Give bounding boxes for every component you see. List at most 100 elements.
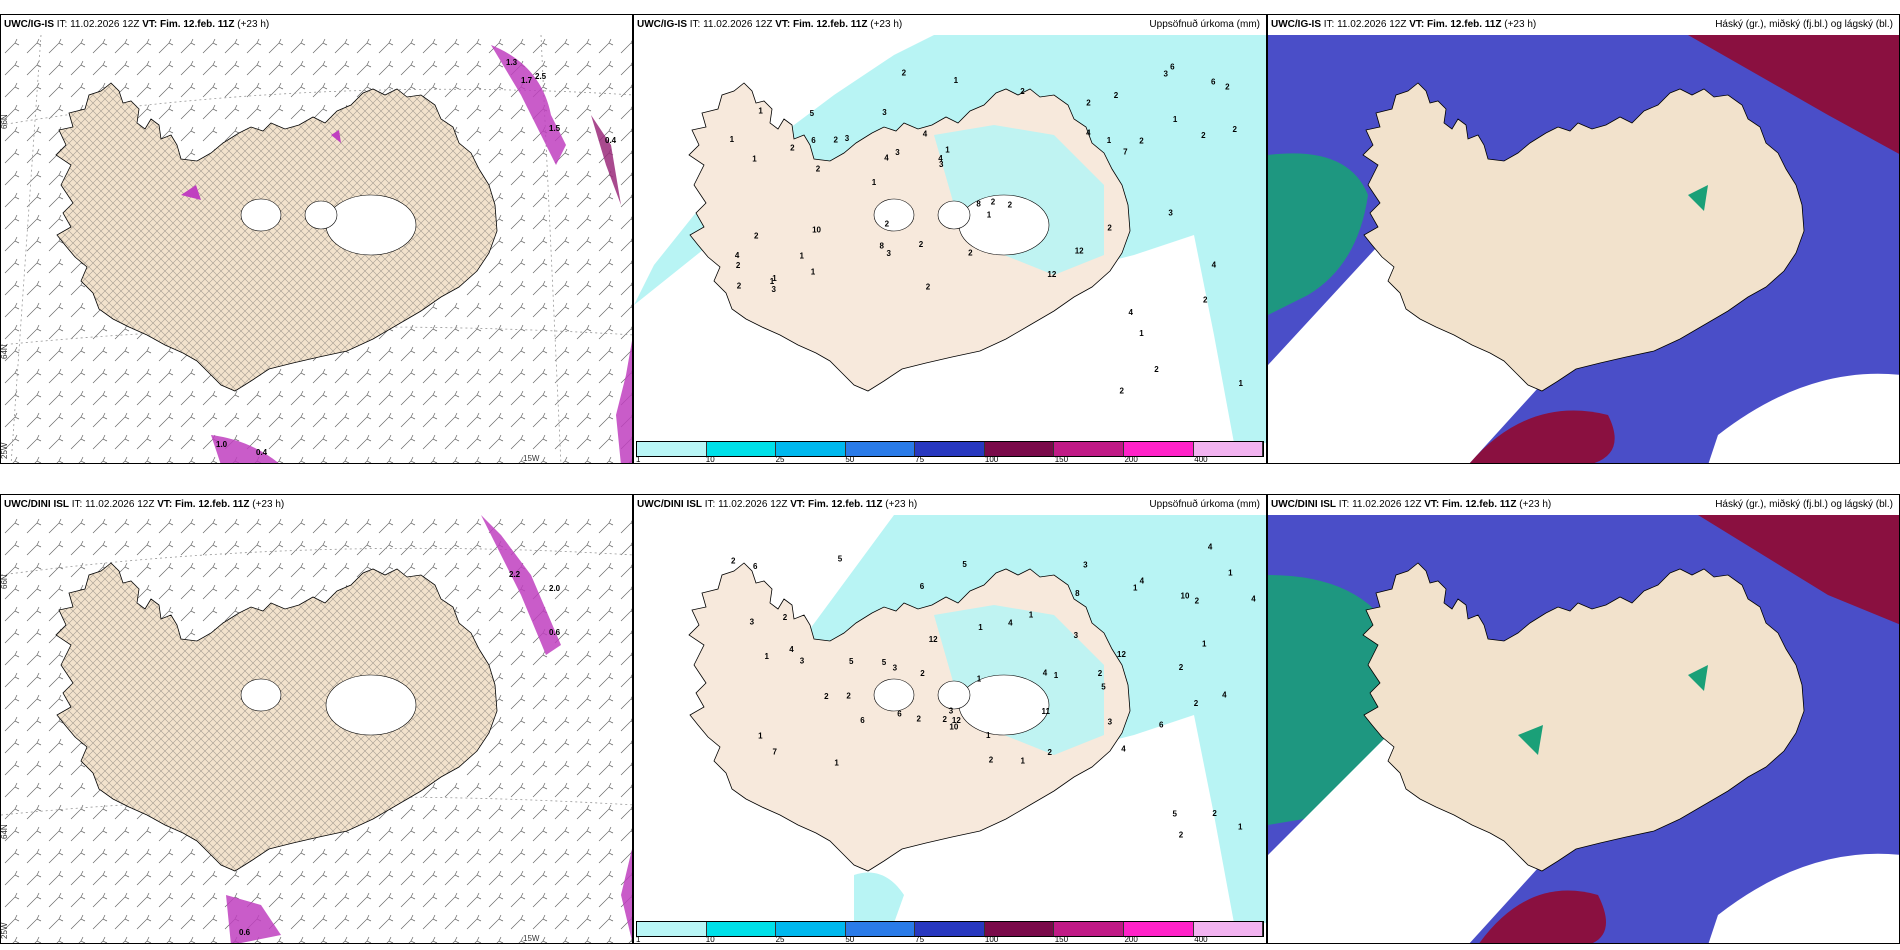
panel-header: UWC/IG-IS IT: 11.02.2026 12Z VT: Fim. 12…: [1, 15, 632, 35]
precip-value-label: 4: [884, 154, 889, 163]
precip-value-label: 6: [811, 136, 816, 145]
legend-tick: 400: [1194, 455, 1208, 464]
lat-label-66n: 66N: [1, 114, 9, 129]
panel-header: UWC/DINI ISL IT: 11.02.2026 12Z VT: Fim.…: [4, 499, 285, 510]
precip-value-label: 2: [1233, 125, 1238, 134]
model-name: UWC/DINI ISL: [1271, 499, 1336, 510]
precip-value-label: 2: [783, 613, 788, 622]
precip-value-label: 2: [1008, 201, 1013, 210]
legend-swatch: [1123, 442, 1194, 456]
precip-value-label: 2: [737, 282, 742, 291]
legend-swatch: [984, 922, 1055, 936]
precip-value-label: 12: [929, 635, 938, 644]
precip-value-label: 4: [1121, 745, 1126, 754]
precip-value-label: 3: [893, 664, 898, 673]
precip-value-label: 4: [1129, 308, 1134, 317]
model-name: UWC/IG-IS: [637, 19, 687, 30]
cloud-map: [1268, 515, 1899, 943]
precip-value-label: 3: [882, 108, 887, 117]
model-name: UWC/IG-IS: [1271, 19, 1321, 30]
legend-swatch: [706, 922, 777, 936]
legend-swatch: [1123, 922, 1194, 936]
precip-value-label: 4: [1208, 543, 1213, 552]
precip-value-label: 4: [1086, 129, 1091, 138]
precip-map: 1335241441454267108654226536561012121132…: [688, 515, 1266, 923]
precip-value-label: 1: [1107, 136, 1112, 145]
precip-value-label: 1: [1021, 757, 1026, 766]
precip-value-label: 5: [810, 109, 815, 118]
precip-value-label: 2: [926, 282, 931, 291]
precip-values: 1121213443211121678438456101212422221142…: [730, 63, 1244, 396]
cloud-map: [1268, 35, 1899, 463]
precip-value-label: 8: [1075, 589, 1080, 598]
precip-value-label: 7: [773, 747, 778, 756]
legend-tick: 10: [705, 935, 715, 944]
legend-swatch: [637, 442, 707, 456]
precip-value-label: 1: [765, 652, 770, 661]
precip-value-label: 1: [945, 145, 950, 154]
legend-tick: 75: [915, 935, 925, 944]
precip-value-label: 4: [735, 251, 740, 260]
precip-value-label: 5: [962, 560, 967, 569]
legend-tick: 150: [1054, 935, 1069, 944]
precip-value-label: 2: [920, 669, 925, 678]
wind-map-panel-top: UWC/IG-IS IT: 11.02.2026 12Z VT: Fim. 12…: [0, 14, 633, 464]
precip-value-label: 4: [1222, 690, 1227, 699]
precip-map: 1121213443211121678438456101212422221142…: [634, 35, 1266, 443]
precip-value-label: 2: [1154, 365, 1159, 374]
panel-header: UWC/IG-IS IT: 11.02.2026 12Z VT: Fim. 12…: [1268, 15, 1899, 35]
precip-value-label: 3: [1083, 560, 1088, 569]
precip-value-label: 2: [902, 68, 907, 77]
precip-value-label: 2: [1179, 831, 1184, 840]
precip-value-label: 12: [1047, 270, 1056, 279]
low-cloud: [1688, 35, 1899, 154]
precip-legend: 1 10 25 50 75 100 150 200 400: [634, 921, 1266, 943]
precip-value-label: 6: [753, 562, 758, 571]
precip-value-label: 1: [1133, 583, 1138, 592]
svg-text:64N: 64N: [1, 824, 9, 839]
svg-text:25W: 25W: [1, 922, 9, 939]
wind-map: 1.3 1.7 2.5 1.5 0.4 1.0 0.4 66N 64N 25W …: [1, 35, 632, 463]
precip-value-label: 2: [1179, 663, 1184, 672]
precip-value-label: 4: [789, 645, 794, 654]
precip-value-label: 2: [1203, 295, 1208, 304]
precip-value-label: 11: [1042, 707, 1051, 716]
precip-value-label: 12: [1117, 650, 1126, 659]
precip-value-label: 5: [1101, 682, 1106, 691]
precip-value-label: 8: [976, 199, 981, 208]
cloud-title: Háský (gr.), miðský (fj.bl.) og lágský (…: [1715, 19, 1893, 30]
precip-value-label: 2: [790, 144, 795, 153]
precip-value-label: 1: [978, 623, 983, 632]
precip-value-label: 1: [1173, 115, 1178, 124]
precip-value-label: 1: [752, 155, 757, 164]
precip-value-label: 1: [872, 178, 877, 187]
legend-tick: 100: [984, 455, 999, 464]
precip-value-label: 6: [1170, 63, 1175, 72]
lon-label-25w: 25W: [1, 442, 9, 459]
panel-header: UWC/DINI ISL IT: 11.02.2026 12Z VT: Fim.…: [1268, 495, 1899, 515]
precip-value-label: 5: [882, 658, 887, 667]
precip-value-label: 2: [968, 248, 973, 257]
precip-value-label: 2: [1107, 223, 1112, 232]
precip-value-label: 2: [1114, 91, 1119, 100]
precip-value-label: 4: [923, 130, 928, 139]
legend-swatch: [845, 442, 916, 456]
precip-value-label: 5: [849, 657, 854, 666]
precip-values: 1335241441454267108654226536561012121132…: [731, 543, 1256, 840]
lon-label-15w: 15W: [523, 454, 540, 463]
svg-text:2.5: 2.5: [535, 72, 547, 81]
precip-value-label: 1: [1238, 822, 1243, 831]
precip-value-label: 4: [1251, 595, 1256, 604]
legend-tick: 25: [775, 935, 785, 944]
legend-swatch: [637, 922, 707, 936]
precip-value-label: 10: [1181, 592, 1190, 601]
precip-value-label: 10: [812, 226, 821, 235]
cloud-map-panel-top: UWC/IG-IS IT: 11.02.2026 12Z VT: Fim. 12…: [1267, 14, 1900, 464]
precip-value-label: 1: [977, 674, 982, 683]
legend-tick: 100: [984, 935, 999, 944]
precip-value-label: 2: [917, 714, 922, 723]
precip-value-label: 1: [1228, 569, 1233, 578]
legend-swatch: [845, 922, 916, 936]
wind-value: 1.3: [506, 58, 518, 67]
precip-value-label: 12: [952, 716, 961, 725]
